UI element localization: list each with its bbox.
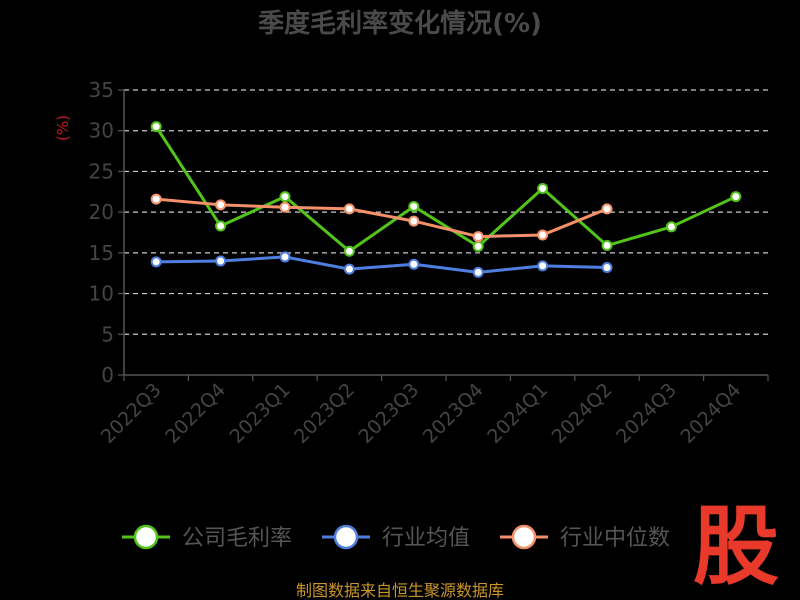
legend-label: 行业均值 <box>382 526 470 551</box>
x-tick-label: 2024Q1 <box>483 379 552 448</box>
data-point[interactable] <box>150 256 162 268</box>
data-point[interactable] <box>215 220 227 232</box>
legend[interactable]: 公司毛利率 行业均值 行业中位数 <box>122 524 670 551</box>
x-tick-label: 2024Q4 <box>676 379 745 448</box>
series-line <box>156 255 608 274</box>
y-tick-label: 30 <box>89 119 114 143</box>
series-1 <box>150 121 742 257</box>
data-point[interactable] <box>279 191 291 203</box>
data-point[interactable] <box>472 240 484 252</box>
legend-label: 行业中位数 <box>560 526 670 551</box>
data-point[interactable] <box>408 215 420 227</box>
data-point[interactable] <box>665 221 677 233</box>
data-point[interactable] <box>537 260 549 272</box>
data-point[interactable] <box>215 199 227 211</box>
data-point[interactable] <box>279 251 291 263</box>
data-point[interactable] <box>472 266 484 278</box>
legend-item-2[interactable]: 行业均值 <box>322 524 470 551</box>
legend-label: 公司毛利率 <box>182 526 292 551</box>
logo: 股 <box>693 497 779 597</box>
data-point[interactable] <box>343 245 355 257</box>
data-point[interactable] <box>601 203 613 215</box>
series-line <box>154 125 737 253</box>
y-tick-label: 25 <box>89 159 114 183</box>
source-note: 制图数据来自恒生聚源数据库 <box>296 581 504 600</box>
series-line <box>156 197 608 239</box>
series-layer <box>150 121 742 278</box>
data-point[interactable] <box>730 191 742 203</box>
legend-item-1[interactable]: 公司毛利率 <box>122 524 292 551</box>
data-point[interactable] <box>601 262 613 274</box>
x-tick-label: 2022Q4 <box>161 379 230 448</box>
data-point[interactable] <box>343 203 355 215</box>
series-2 <box>150 251 613 278</box>
x-tick-label: 2023Q3 <box>354 379 423 448</box>
x-tick-label: 2023Q1 <box>226 379 295 448</box>
x-tick-label: 2024Q3 <box>612 379 681 448</box>
legend-marker <box>511 524 537 550</box>
series-3 <box>150 193 613 243</box>
grid <box>124 89 768 335</box>
data-point[interactable] <box>537 229 549 241</box>
chart-title: 季度毛利率变化情况(%) <box>258 8 542 39</box>
data-point[interactable] <box>150 121 162 133</box>
y-tick-label: 15 <box>89 241 114 265</box>
y-tick-label: 5 <box>101 322 114 346</box>
axes: 051015202530352022Q32022Q42023Q12023Q220… <box>89 78 769 448</box>
legend-marker <box>133 524 159 550</box>
x-tick-label: 2022Q3 <box>97 379 166 448</box>
legend-marker <box>333 524 359 550</box>
x-tick-label: 2024Q2 <box>548 379 617 448</box>
data-point[interactable] <box>408 200 420 212</box>
legend-item-3[interactable]: 行业中位数 <box>500 524 670 551</box>
data-point[interactable] <box>279 201 291 213</box>
y-tick-label: 20 <box>89 200 114 224</box>
data-point[interactable] <box>601 240 613 252</box>
x-tick-label: 2023Q2 <box>290 379 359 448</box>
y-axis-label: (%) <box>54 115 72 141</box>
y-tick-label: 0 <box>101 363 114 387</box>
data-point[interactable] <box>537 183 549 195</box>
data-point[interactable] <box>472 231 484 243</box>
y-tick-label: 35 <box>89 78 114 102</box>
data-point[interactable] <box>215 255 227 267</box>
x-tick-label: 2023Q4 <box>419 379 488 448</box>
data-point[interactable] <box>408 258 420 270</box>
data-point[interactable] <box>343 263 355 275</box>
y-tick-label: 10 <box>89 282 114 306</box>
data-point[interactable] <box>150 193 162 205</box>
